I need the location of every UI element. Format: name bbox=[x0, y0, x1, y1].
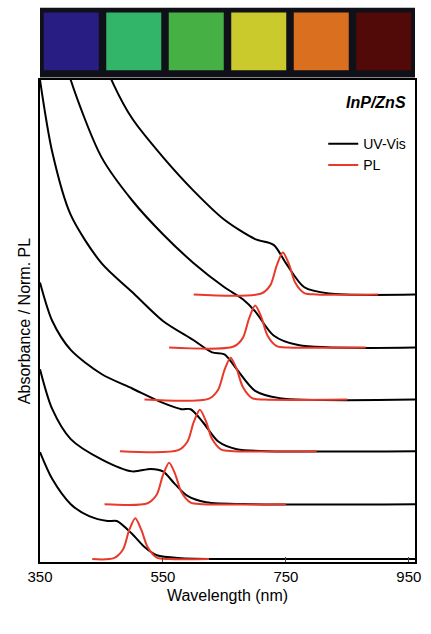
svg-text:PL: PL bbox=[363, 157, 380, 173]
svg-text:UV-Vis: UV-Vis bbox=[363, 136, 406, 152]
svg-text:750: 750 bbox=[273, 568, 298, 585]
svg-text:Wavelength (nm): Wavelength (nm) bbox=[167, 587, 288, 604]
svg-text:InP/ZnS: InP/ZnS bbox=[346, 94, 406, 111]
svg-text:950: 950 bbox=[396, 568, 421, 585]
svg-text:350: 350 bbox=[27, 568, 52, 585]
svg-text:550: 550 bbox=[150, 568, 175, 585]
svg-text:Absorbance / Norm. PL: Absorbance / Norm. PL bbox=[16, 238, 33, 404]
